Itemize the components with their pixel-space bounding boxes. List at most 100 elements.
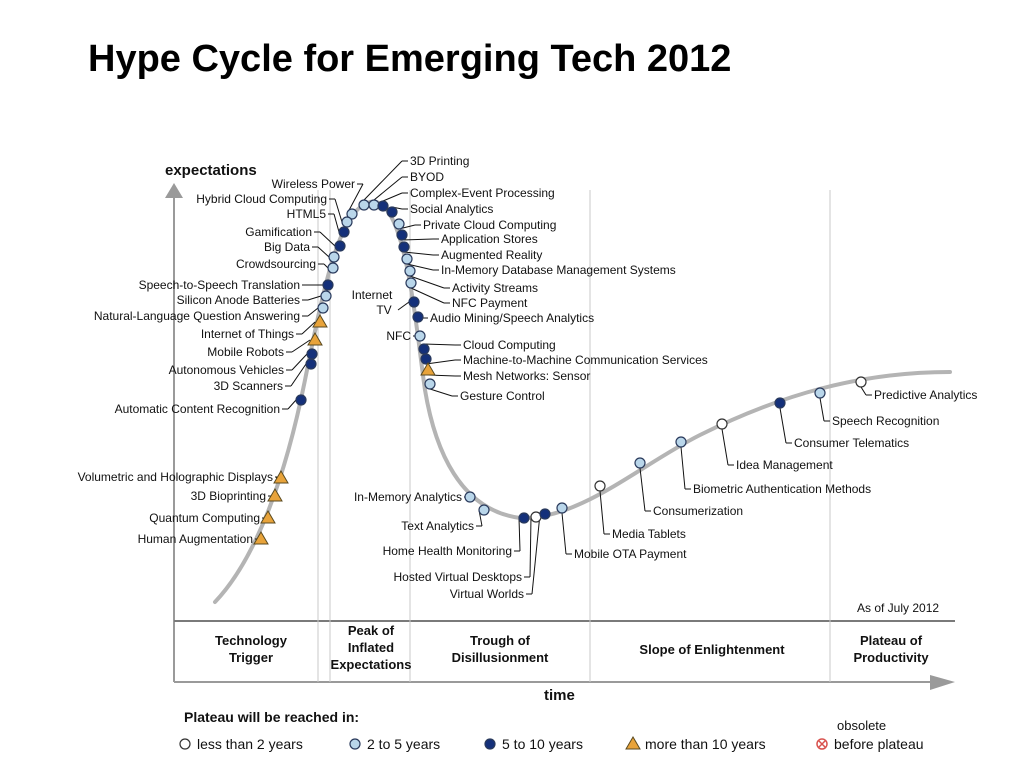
tech-label-cloud-computing: Cloud Computing — [463, 338, 556, 352]
leader-augmented-reality — [403, 251, 434, 256]
as-of-date: As of July 2012 — [857, 601, 939, 615]
tech-label-crowdsourcing: Crowdsourcing — [236, 257, 316, 271]
legend-marker-2to5 — [349, 738, 361, 750]
legend-label-lt2: less than 2 years — [197, 736, 303, 752]
tech-label-consumerization: Consumerization — [653, 504, 743, 518]
marker-in-memory-database-management-systems — [401, 253, 413, 265]
tech-label-internet-tv: Internet TV — [352, 288, 393, 317]
marker-predictive-analytics — [855, 376, 867, 388]
y-axis-label: expectations — [165, 162, 257, 179]
marker-in-memory-analytics — [464, 491, 476, 503]
leader-lines — [255, 160, 872, 595]
legend-marker-gt10 — [625, 736, 641, 750]
leader-3d-printing — [363, 160, 403, 201]
leader-gesture-control — [429, 388, 453, 397]
leader-html5 — [333, 213, 340, 233]
tech-label-audio-mining-speech-analytics: Audio Mining/Speech Analytics — [430, 311, 594, 325]
tech-label-automatic-content-recognition: Automatic Content Recognition — [115, 402, 280, 416]
leader-natural-language-question-answering — [307, 307, 319, 317]
marker-3d-bioprinting — [267, 488, 283, 502]
marker-complex-event-processing — [377, 200, 389, 212]
tech-label-text-analytics: Text Analytics — [401, 519, 474, 533]
phase-trough: Trough of Disillusionment — [452, 633, 549, 665]
leader-mobile-robots — [291, 339, 311, 353]
leader-predictive-analytics — [860, 386, 867, 396]
marker-html5 — [338, 226, 350, 238]
marker-consumerization — [634, 457, 646, 469]
tech-label-augmented-reality: Augmented Reality — [441, 248, 542, 262]
tech-label-big-data: Big Data — [264, 240, 310, 254]
tech-label-mesh-networks-sensor: Mesh Networks: Sensor — [463, 369, 590, 383]
tech-label-hosted-virtual-desktops: Hosted Virtual Desktops — [393, 570, 522, 584]
leader-nfc-payment — [410, 287, 445, 304]
marker-idea-management — [716, 418, 728, 430]
leader-cloud-computing — [423, 343, 456, 346]
leader-internet-of-things — [301, 321, 316, 335]
legend-title: Plateau will be reached in: — [184, 709, 359, 725]
tech-label-predictive-analytics: Predictive Analytics — [874, 388, 977, 402]
leader-consumer-telematics — [779, 407, 787, 444]
phase-plateau: Plateau of Productivity — [853, 633, 929, 665]
tech-label-in-memory-database-management-systems: In-Memory Database Management Systems — [441, 263, 676, 277]
marker-crowdsourcing — [327, 262, 339, 274]
marker-big-data — [328, 251, 340, 263]
leader-idea-management — [721, 428, 729, 466]
marker-mobile-ota-payment — [556, 502, 568, 514]
tech-label-autonomous-vehicles: Autonomous Vehicles — [169, 363, 284, 377]
tech-label-gamification: Gamification — [245, 225, 312, 239]
tech-label-3d-bioprinting: 3D Bioprinting — [191, 489, 266, 503]
leader-gamification — [319, 231, 336, 247]
phase-peak: Peak of Inflated Expectations — [331, 623, 412, 672]
marker-human-augmentation — [253, 531, 269, 545]
marker-3d-printing — [358, 199, 370, 211]
marker-silicon-anode-batteries — [320, 290, 332, 302]
technology-markers — [253, 199, 867, 545]
marker-automatic-content-recognition — [295, 394, 307, 406]
marker-consumer-telematics — [774, 397, 786, 409]
marker-audio-mining-speech-analytics — [412, 311, 424, 323]
marker-autonomous-vehicles — [306, 348, 318, 360]
tech-label-private-cloud-computing: Private Cloud Computing — [423, 218, 556, 232]
tech-label-human-augmentation: Human Augmentation — [138, 532, 253, 546]
leader-mobile-ota-payment — [561, 512, 567, 555]
phase-slope: Slope of Enlightenment — [639, 642, 785, 657]
marker-machine-to-machine-communication-services — [420, 353, 432, 365]
marker-social-analytics — [386, 206, 398, 218]
marker-internet-tv — [408, 296, 420, 308]
legend-label-5to10: 5 to 10 years — [502, 736, 583, 752]
tech-label-home-health-monitoring: Home Health Monitoring — [383, 544, 512, 558]
leader-biometric-authentication-methods — [680, 446, 686, 490]
marker-quantum-computing — [260, 510, 276, 524]
marker-augmented-reality — [398, 241, 410, 253]
leader-activity-streams — [409, 275, 445, 289]
legend-obsolete-top: obsolete — [837, 718, 886, 733]
tech-label-wireless-power: Wireless Power — [272, 177, 355, 191]
tech-label-mobile-robots: Mobile Robots — [207, 345, 284, 359]
tech-label-3d-printing: 3D Printing — [410, 154, 469, 168]
marker-natural-language-question-answering — [317, 302, 329, 314]
leader-home-health-monitoring — [518, 517, 521, 552]
leader-big-data — [317, 246, 330, 258]
marker-speech-recognition — [814, 387, 826, 399]
leader-media-tablets — [599, 490, 605, 535]
tech-label-speech-recognition: Speech Recognition — [832, 414, 939, 428]
legend-marker-lt2 — [179, 738, 191, 750]
marker-virtual-worlds — [539, 508, 551, 520]
tech-label-mobile-ota-payment: Mobile OTA Payment — [574, 547, 687, 561]
marker-wireless-power — [346, 208, 358, 220]
x-axis-label: time — [544, 687, 575, 704]
x-axis-arrow — [930, 675, 955, 690]
legend: less than 2 years 2 to 5 years 5 to 10 yea… — [179, 736, 924, 752]
tech-label-virtual-worlds: Virtual Worlds — [450, 587, 524, 601]
marker-biometric-authentication-methods — [675, 436, 687, 448]
y-axis-arrow — [165, 183, 183, 198]
tech-label-in-memory-analytics: In-Memory Analytics — [354, 490, 462, 504]
tech-label-byod: BYOD — [410, 170, 444, 184]
marker-private-cloud-computing — [393, 218, 405, 230]
phase-technology-trigger: Technology Trigger — [215, 633, 288, 665]
leader-autonomous-vehicles — [291, 353, 308, 371]
leader-hosted-virtual-desktops — [529, 516, 532, 578]
leader-3d-scanners — [290, 363, 307, 387]
leader-application-stores — [401, 238, 434, 241]
